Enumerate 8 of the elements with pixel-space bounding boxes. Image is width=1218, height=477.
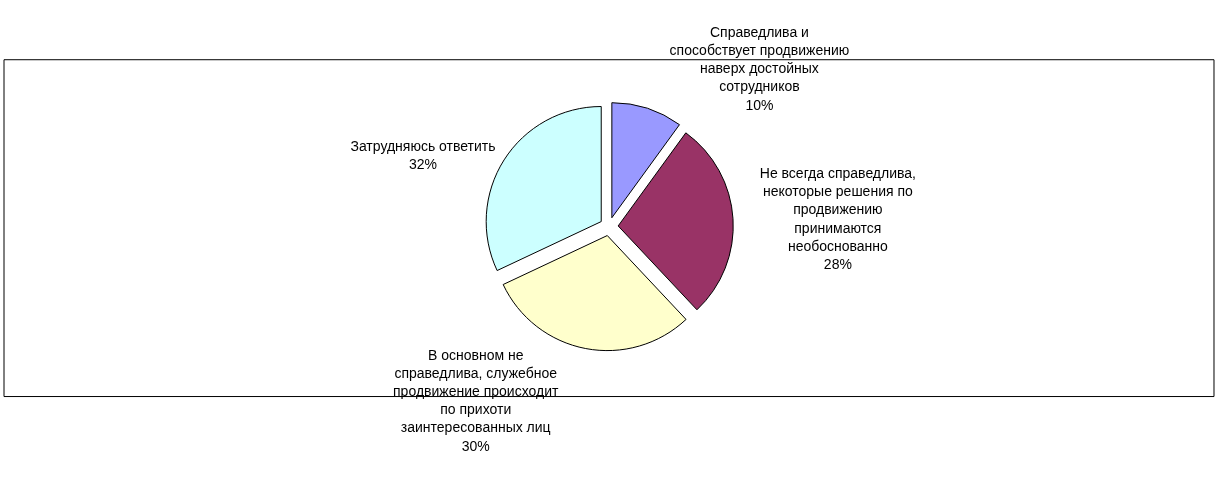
slice-label: В основном не справедлива, служебное продвижение происходит по прихоти заинтересованных лиц [393, 346, 559, 436]
data-label: 32% [408, 156, 437, 173]
slice-label: Не всегда справедлива, некоторые решения по продвижению принимаются необоснованно [759, 164, 916, 254]
slice-label: Затрудняюсь ответить [350, 137, 496, 154]
data-label: 30% [461, 437, 490, 454]
data-label: 10% [745, 96, 774, 113]
slice-label: Справедлива и способствует продвижению наверх достойных сотрудников [669, 23, 850, 95]
data-label: 28% [823, 255, 852, 272]
